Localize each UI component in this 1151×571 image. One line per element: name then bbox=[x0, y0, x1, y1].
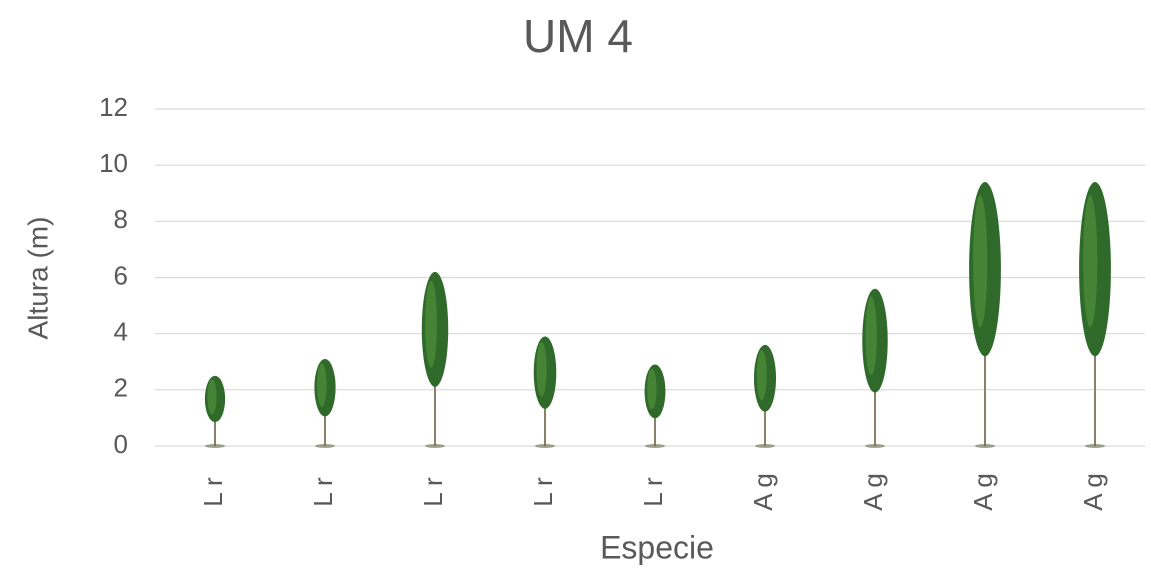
tree-crown-light bbox=[425, 280, 437, 368]
tree-shadow bbox=[535, 444, 555, 448]
tree-shadow bbox=[975, 444, 995, 448]
tree-bar bbox=[421, 271, 449, 448]
tree-crown-light bbox=[1083, 195, 1098, 328]
y-tick-label: 6 bbox=[114, 260, 128, 290]
x-tick-label: L r bbox=[418, 477, 448, 507]
y-axis-title: Altura (m) bbox=[22, 217, 53, 340]
tree-crown-light bbox=[865, 296, 877, 376]
tree-shadow bbox=[645, 444, 665, 448]
tree-bar bbox=[204, 375, 226, 448]
x-tick-label: A g bbox=[858, 473, 888, 511]
y-tick-label: 4 bbox=[114, 317, 128, 347]
tree-bar bbox=[533, 336, 557, 448]
tree-bar bbox=[969, 182, 1001, 448]
y-tick-label: 2 bbox=[114, 373, 128, 403]
x-tick-label: L r bbox=[528, 477, 558, 507]
y-tick-label: 10 bbox=[99, 148, 128, 178]
chart-title: UM 4 bbox=[523, 10, 633, 62]
tree-crown-light bbox=[536, 341, 547, 397]
x-tick-label: A g bbox=[1078, 473, 1108, 511]
tree-shadow bbox=[1085, 444, 1105, 448]
tree-crown-light bbox=[317, 363, 327, 407]
x-tick-label: L r bbox=[308, 477, 338, 507]
y-tick-label: 0 bbox=[114, 429, 128, 459]
tree-crown-light bbox=[647, 368, 657, 410]
tree-bar bbox=[644, 364, 666, 448]
y-tick-label: 12 bbox=[99, 92, 128, 122]
x-tick-label: L r bbox=[198, 477, 228, 507]
tree-bar bbox=[314, 358, 336, 448]
tree-shadow bbox=[425, 444, 445, 448]
tree-crown-light bbox=[973, 195, 988, 328]
tree-bar bbox=[1079, 182, 1111, 448]
x-tick-label: A g bbox=[748, 473, 778, 511]
x-tick-label: L r bbox=[638, 477, 668, 507]
tree-bar bbox=[862, 288, 888, 448]
y-tick-label: 8 bbox=[114, 204, 128, 234]
x-tick-label: A g bbox=[968, 473, 998, 511]
x-axis-title: Especie bbox=[600, 529, 714, 565]
tree-shadow bbox=[755, 444, 775, 448]
tree-shadow bbox=[205, 444, 225, 448]
tree-shadow bbox=[865, 444, 885, 448]
tree-crown-light bbox=[207, 379, 217, 415]
tree-shadow bbox=[315, 444, 335, 448]
tree-bar bbox=[753, 344, 777, 448]
tree-crown-light bbox=[756, 349, 767, 401]
